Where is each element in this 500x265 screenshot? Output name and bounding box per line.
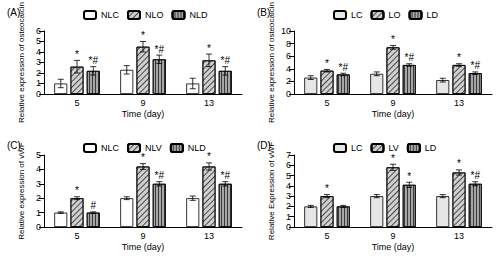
- svg-text:NLC: NLC: [101, 10, 120, 20]
- svg-text:*#: *#: [155, 170, 165, 181]
- svg-text:LV: LV: [389, 143, 399, 153]
- svg-text:1: 1: [36, 78, 41, 88]
- svg-text:*#: *#: [471, 170, 481, 181]
- svg-text:5: 5: [36, 150, 41, 160]
- svg-text:*: *: [457, 52, 461, 63]
- svg-text:10: 10: [281, 26, 291, 36]
- svg-text:*#: *#: [221, 170, 231, 181]
- svg-text:4: 4: [286, 181, 291, 191]
- svg-text:5: 5: [286, 171, 291, 181]
- svg-text:13: 13: [204, 231, 214, 241]
- svg-text:6: 6: [286, 51, 291, 61]
- svg-text:13: 13: [454, 98, 464, 108]
- svg-text:3: 3: [36, 57, 41, 67]
- svg-text:*: *: [75, 185, 79, 196]
- svg-text:9: 9: [140, 98, 145, 108]
- svg-text:6: 6: [36, 26, 41, 36]
- svg-text:4: 4: [36, 164, 41, 174]
- svg-text:9: 9: [390, 231, 395, 241]
- svg-text:LO: LO: [389, 10, 401, 20]
- svg-text:LD: LD: [427, 10, 439, 20]
- svg-text:0: 0: [36, 222, 41, 232]
- svg-text:2: 2: [286, 201, 291, 211]
- svg-text:3: 3: [286, 191, 291, 201]
- svg-text:*#: *#: [155, 44, 165, 55]
- svg-text:4: 4: [36, 47, 41, 57]
- svg-text:2: 2: [286, 76, 291, 86]
- svg-text:NLD: NLD: [190, 10, 209, 20]
- svg-text:5: 5: [36, 36, 41, 46]
- svg-text:9: 9: [390, 98, 395, 108]
- svg-text:*: *: [207, 43, 211, 54]
- svg-text:1: 1: [36, 208, 41, 218]
- svg-text:2: 2: [36, 68, 41, 78]
- svg-text:NLO: NLO: [145, 10, 164, 20]
- svg-text:5: 5: [74, 231, 79, 241]
- svg-text:4: 4: [286, 64, 291, 74]
- svg-text:1: 1: [286, 212, 291, 222]
- svg-text:0: 0: [36, 89, 41, 99]
- svg-text:13: 13: [454, 231, 464, 241]
- svg-text:5: 5: [324, 231, 329, 241]
- svg-text:Relative expression of osteoca: Relative expression of osteocalcin: [267, 2, 276, 123]
- svg-text:Time (day): Time (day): [122, 242, 165, 252]
- svg-text:*: *: [391, 153, 395, 164]
- svg-text:NLC: NLC: [101, 143, 120, 153]
- svg-text:*: *: [141, 152, 145, 163]
- svg-text:6: 6: [286, 160, 291, 170]
- svg-text:*#: *#: [339, 62, 349, 73]
- svg-text:Time (day): Time (day): [372, 109, 415, 119]
- svg-text:7: 7: [286, 150, 291, 160]
- svg-text:9: 9: [140, 231, 145, 241]
- svg-text:*: *: [75, 49, 79, 60]
- svg-text:NLD: NLD: [188, 143, 207, 153]
- svg-text:*#: *#: [405, 52, 415, 63]
- svg-text:LC: LC: [351, 143, 363, 153]
- svg-text:LC: LC: [351, 10, 363, 20]
- svg-text:*: *: [325, 58, 329, 69]
- svg-text:LD: LD: [425, 143, 437, 153]
- svg-text:(B): (B): [257, 7, 270, 18]
- svg-text:3: 3: [36, 179, 41, 189]
- svg-text:5: 5: [74, 98, 79, 108]
- svg-text:Relative expression of vWF: Relative expression of vWF: [17, 142, 26, 239]
- svg-text:*#: *#: [221, 55, 231, 66]
- svg-text:*: *: [325, 183, 329, 194]
- svg-text:*#: *#: [471, 60, 481, 71]
- svg-text:Time (day): Time (day): [122, 109, 165, 119]
- svg-text:*#: *#: [89, 55, 99, 66]
- svg-text:*: *: [457, 158, 461, 169]
- svg-text:NLV: NLV: [145, 143, 162, 153]
- svg-text:Relative Expression of vWF: Relative Expression of vWF: [267, 142, 276, 240]
- svg-text:*: *: [141, 30, 145, 41]
- svg-text:Time (day): Time (day): [372, 242, 415, 252]
- svg-text:Relative expression of osteoca: Relative expression of osteocalcin: [17, 2, 26, 123]
- svg-text:#: #: [90, 200, 96, 211]
- svg-text:*: *: [391, 34, 395, 45]
- svg-text:5: 5: [324, 98, 329, 108]
- svg-text:13: 13: [204, 98, 214, 108]
- svg-text:(A): (A): [7, 7, 20, 18]
- svg-text:(D): (D): [257, 140, 271, 151]
- svg-text:*: *: [407, 171, 411, 182]
- svg-text:8: 8: [286, 39, 291, 49]
- svg-text:0: 0: [286, 222, 291, 232]
- svg-text:0: 0: [286, 89, 291, 99]
- svg-text:*: *: [207, 151, 211, 162]
- svg-text:2: 2: [36, 193, 41, 203]
- svg-text:(C): (C): [7, 140, 21, 151]
